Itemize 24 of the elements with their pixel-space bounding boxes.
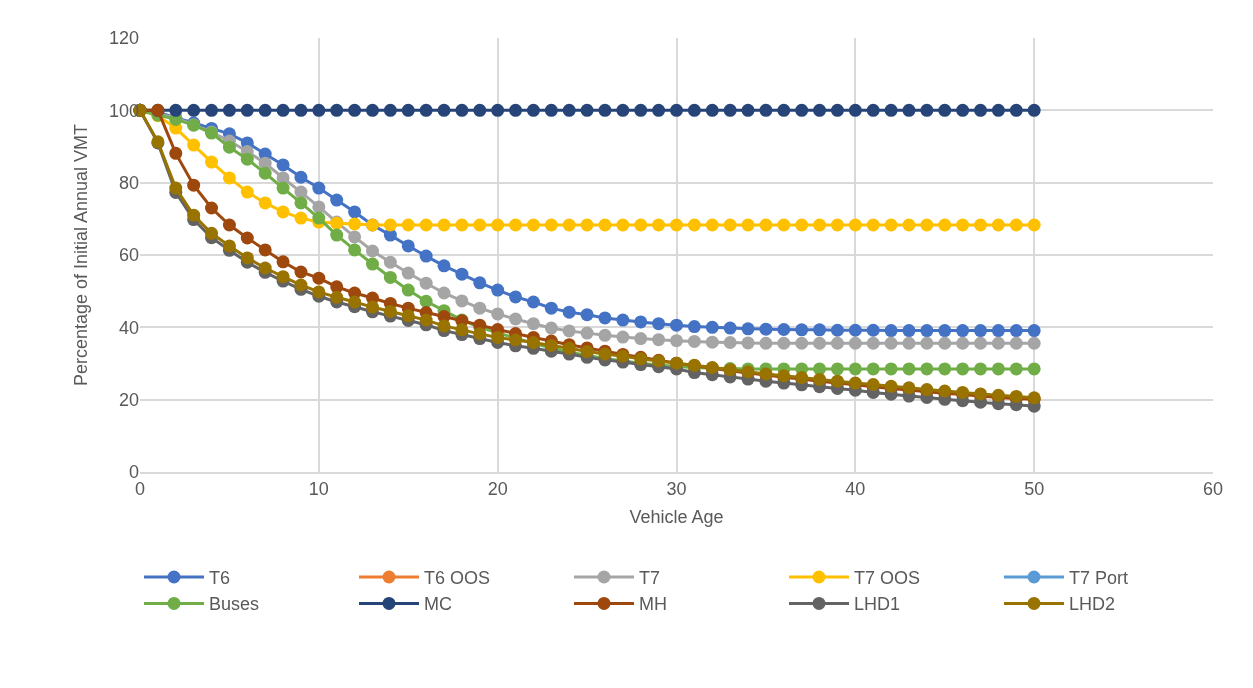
legend-label: LHD2 bbox=[1069, 594, 1116, 615]
x-tick-label: 60 bbox=[1202, 479, 1224, 500]
y-tick-label: 60 bbox=[118, 245, 139, 266]
x-tick-label: 20 bbox=[487, 479, 508, 500]
y-tick-label: 40 bbox=[118, 317, 139, 338]
legend-label: T6 bbox=[209, 568, 231, 589]
legend-label: MC bbox=[424, 594, 452, 615]
y-tick-label: 80 bbox=[118, 172, 139, 193]
legend-label: T7 bbox=[639, 568, 661, 589]
y-tick-label: 120 bbox=[108, 28, 139, 49]
legend-label: T6 OOS bbox=[424, 568, 491, 589]
legend-label: Buses bbox=[209, 594, 260, 615]
y-axis-title: Percentage of Initial Annual VMT bbox=[71, 123, 92, 387]
legend-label: LHD1 bbox=[854, 594, 901, 615]
legend-label: MH bbox=[639, 594, 667, 615]
x-tick-label: 50 bbox=[1024, 479, 1045, 500]
x-axis-title: Vehicle Age bbox=[629, 506, 724, 527]
x-tick-label: 30 bbox=[666, 479, 687, 500]
legend-label: T7 Port bbox=[1069, 568, 1129, 589]
y-tick-label: 20 bbox=[118, 389, 139, 410]
x-tick-label: 40 bbox=[845, 479, 866, 500]
y-tick-label: 0 bbox=[128, 462, 139, 483]
x-tick-label: 10 bbox=[308, 479, 329, 500]
legend-label: T7 OOS bbox=[854, 568, 921, 589]
